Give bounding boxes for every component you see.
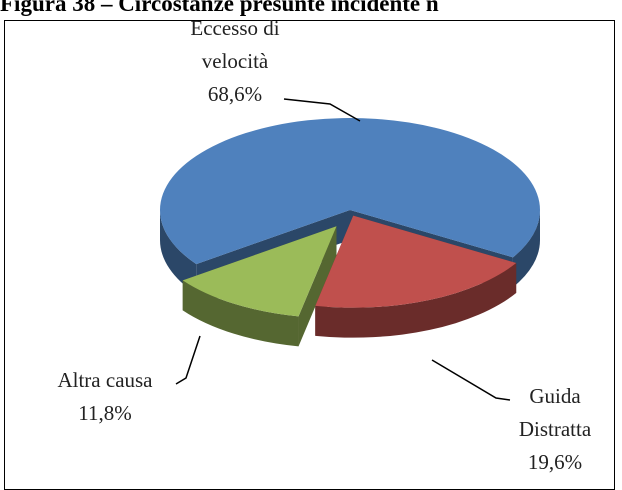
slice-label: Altra causa 11,8% (30, 364, 180, 430)
pie-slice (182, 226, 337, 317)
chart-title: Figura 38 – Circostanze presunte inciden… (0, 0, 439, 16)
category-label: Eccesso di velocità (190, 16, 280, 73)
value-label: 68,6% (207, 82, 263, 106)
value-label: 19,6% (527, 450, 583, 474)
leader-line (175, 335, 201, 385)
slice-label: Guida Distratta 19,6% (495, 380, 615, 479)
slice-side (160, 210, 197, 295)
category-label: Altra causa (57, 368, 153, 392)
slice-side (182, 280, 299, 347)
slice-side (512, 210, 540, 288)
pie-slice (315, 215, 517, 308)
category-label: Guida Distratta (518, 384, 592, 441)
pie-slice (160, 118, 541, 265)
slice-label: Eccesso di velocità 68,6% (170, 12, 300, 111)
value-label: 11,8% (78, 401, 132, 425)
leader-line (431, 359, 511, 401)
pie (160, 118, 541, 347)
leader-line (283, 98, 361, 122)
slice-side (315, 263, 517, 338)
